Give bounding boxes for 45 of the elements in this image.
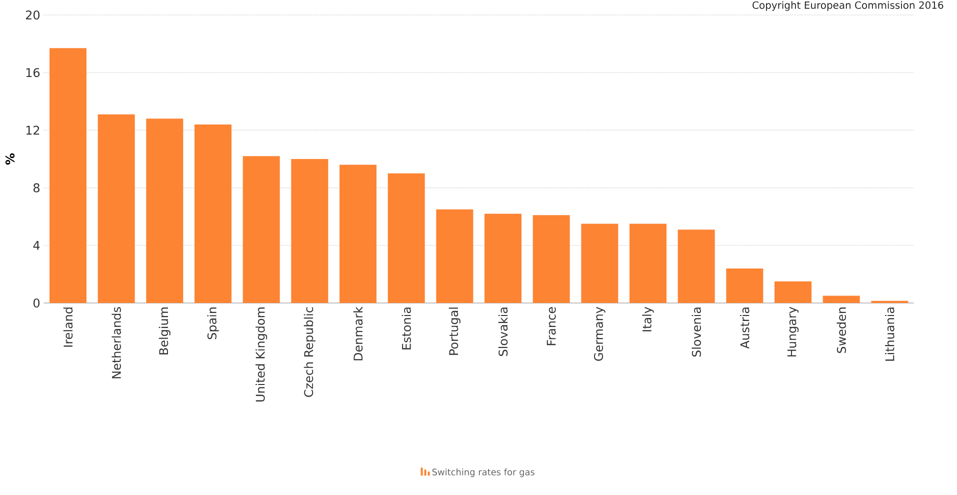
x-tick-label: Portugal [448, 308, 460, 355]
x-tick-label: Austria [740, 308, 750, 349]
bar [822, 296, 860, 304]
bar [436, 209, 474, 304]
x-tick-label: Germany [594, 306, 606, 361]
y-tick-label: 4 [33, 241, 40, 250]
bar [581, 224, 618, 304]
bar [532, 215, 570, 304]
bar [774, 281, 812, 304]
x-tick-label: Slovenia [692, 308, 701, 357]
y-tick-label: 12 [26, 126, 40, 135]
bar [50, 48, 86, 304]
bar [871, 300, 908, 304]
x-tick-label: Estonia [402, 308, 411, 350]
y-tick-label: 20 [26, 10, 40, 20]
x-tick-label: Spain [207, 308, 219, 340]
y-tick-label: 16 [26, 68, 40, 78]
x-tick-label: Sweden [836, 308, 846, 353]
x-tick-label: Denmark [353, 306, 363, 360]
x-tick-label: Italy [642, 306, 654, 332]
text: Copyright European Commission 2016 [752, 1, 944, 11]
bar [678, 230, 715, 304]
y-tick-label: 8 [34, 183, 40, 192]
x-tick-label: Hungary [787, 306, 799, 356]
bar [388, 173, 425, 304]
y-tick-label: 0 [33, 298, 40, 308]
x-tick-label: Ireland [63, 308, 73, 347]
legend-label: Switching rates for gas [432, 468, 534, 478]
x-tick-label: Czech Republic [304, 307, 316, 397]
bar [194, 124, 232, 304]
x-tick-label: Lithuania [885, 308, 894, 361]
bar [630, 224, 667, 304]
x-tick-label: France [546, 307, 556, 346]
bar [146, 118, 184, 304]
bar [726, 268, 764, 304]
bar [291, 159, 328, 304]
bar [242, 156, 280, 304]
y-axis-title: % [5, 153, 15, 165]
x-tick-label: Belgium [158, 308, 170, 354]
x-tick-label: Slovakia [498, 308, 508, 356]
bar [484, 214, 522, 304]
bar [340, 164, 377, 304]
x-tick-label: Netherlands [112, 307, 121, 378]
x-tick-label: United Kingdom [256, 308, 268, 402]
bar [98, 114, 135, 304]
